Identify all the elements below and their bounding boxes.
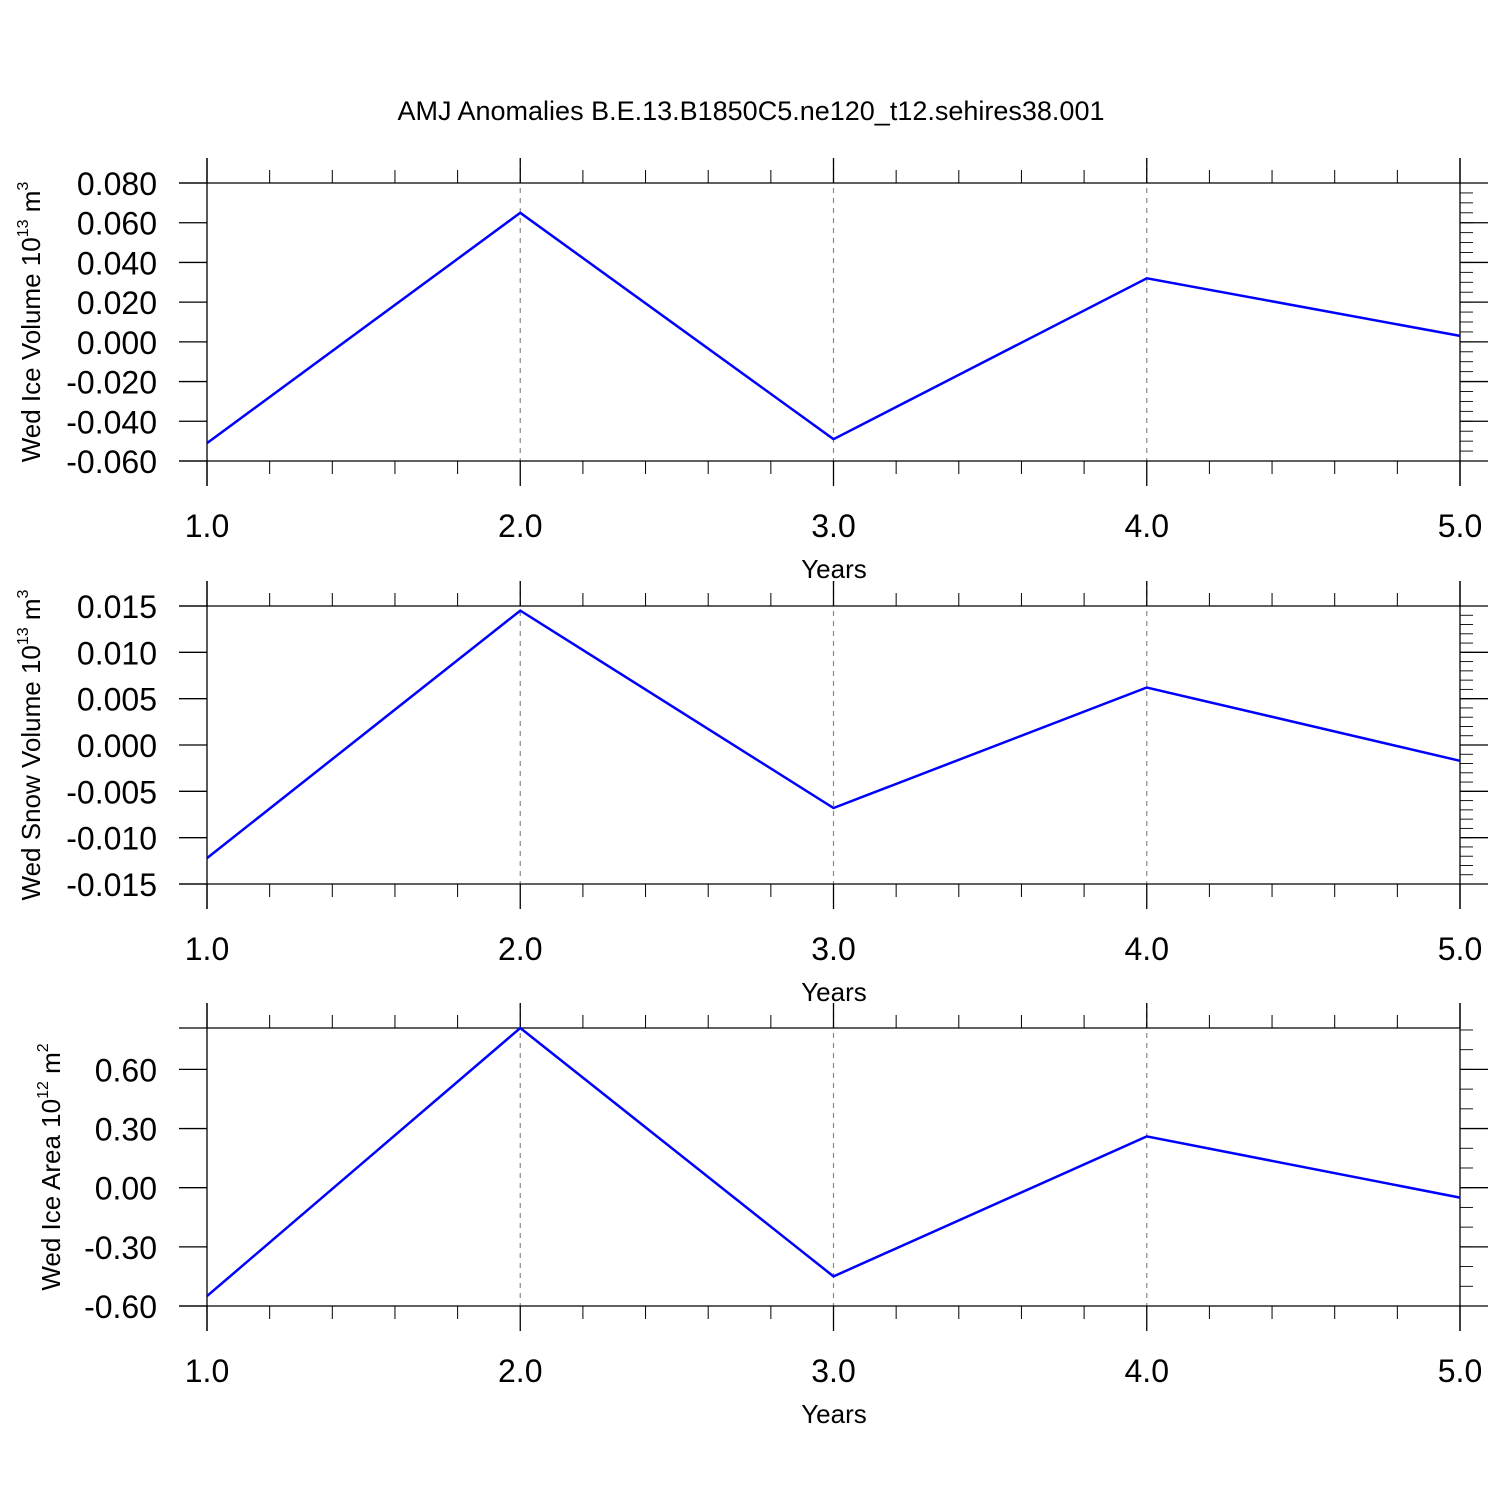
y-axis-title-unit: m [36,1052,66,1081]
y-tick-label: 0.005 [77,682,157,718]
figure-title: AMJ Anomalies B.E.13.B1850C5.ne120_t12.s… [398,96,1105,126]
y-axis-title-unit-exponent: 3 [15,589,32,598]
y-tick-label: 0.010 [77,635,157,671]
y-tick-label: -0.015 [66,867,157,903]
x-tick-label: 4.0 [1125,931,1169,967]
y-tick-label: 0.00 [95,1171,157,1207]
x-tick-label: 1.0 [185,508,229,544]
x-tick-label: 3.0 [811,508,855,544]
x-tick-label: 2.0 [498,1353,542,1389]
y-axis-title: Wed Ice Area 1012 m2 [35,1043,66,1290]
y-axis-title-text: Wed Ice Area 10 [36,1099,66,1291]
y-axis-title-unit-exponent: 3 [15,182,32,191]
y-axis-title-text: Wed Ice Volume 10 [16,237,46,462]
y-tick-label: 0.015 [77,589,157,625]
y-axis-title-exponent: 13 [15,219,32,237]
y-tick-label: 0.30 [95,1112,157,1148]
y-tick-label: 0.040 [77,245,157,281]
x-tick-label: 2.0 [498,931,542,967]
y-tick-label: -0.010 [66,821,157,857]
y-tick-label: 0.060 [77,206,157,242]
y-axis-title: Wed Ice Volume 1013 m3 [15,182,46,463]
y-axis-title-unit-exponent: 2 [35,1043,52,1052]
x-axis-title: Years [801,977,867,1007]
panel-3: 1.0 2.0 3.0 4.0 5.0 0.60 0.30 0.00 -0.30 -0.60 Yea… [35,1003,1488,1429]
x-tick-label: 1.0 [185,931,229,967]
y-axis-title-unit: m [16,598,46,627]
y-tick-label: 0.60 [95,1052,157,1088]
y-axis-title-unit: m [16,191,46,220]
y-tick-label: -0.30 [84,1230,157,1266]
y-tick-label: -0.040 [66,404,157,440]
x-axis-title: Years [801,1399,867,1429]
y-tick-label: -0.60 [84,1289,157,1325]
x-tick-label: 2.0 [498,508,542,544]
panel-2: 1.0 2.0 3.0 4.0 5.0 0.015 0.010 0.005 0.000 -0.00… [15,581,1488,1007]
x-tick-label: 3.0 [811,1353,855,1389]
y-tick-label: -0.060 [66,444,157,480]
x-axis-title: Years [801,554,867,584]
y-axis-title-exponent: 12 [35,1081,52,1099]
y-tick-label: 0.080 [77,166,157,202]
x-tick-label: 3.0 [811,931,855,967]
y-axis-title: Wed Snow Volume 1013 m3 [15,589,46,900]
series-line [206,1026,1461,1298]
y-tick-label: 0.020 [77,285,157,321]
series-line [206,609,1461,860]
x-tick-label: 5.0 [1438,508,1482,544]
y-axis-title-text: Wed Snow Volume 10 [16,645,46,900]
y-tick-label: 0.000 [77,728,157,764]
x-tick-label: 4.0 [1125,508,1169,544]
x-tick-label: 1.0 [185,1353,229,1389]
y-axis-title-exponent: 13 [15,627,32,645]
x-tick-label: 5.0 [1438,931,1482,967]
y-tick-label: 0.000 [77,325,157,361]
x-tick-label: 5.0 [1438,1353,1482,1389]
series-line [206,211,1461,445]
y-tick-label: -0.020 [66,365,157,401]
y-tick-label: -0.005 [66,774,157,810]
x-tick-label: 4.0 [1125,1353,1169,1389]
